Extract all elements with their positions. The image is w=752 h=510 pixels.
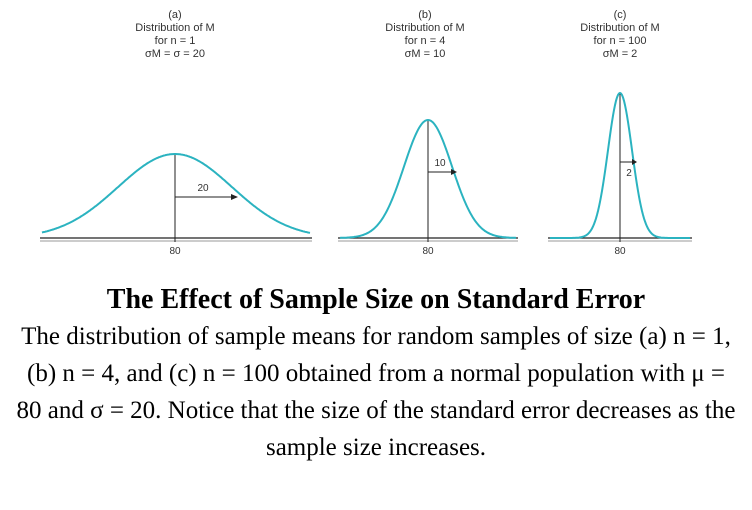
panel-c-title: Distribution of M <box>580 22 659 34</box>
caption-body: The distribution of sample means for ran… <box>16 323 736 461</box>
figure-caption: The Effect of Sample Size on Standard Er… <box>0 282 752 466</box>
panel-b-tick-label: 80 <box>422 246 434 257</box>
panel-c-letter: (c) <box>614 9 627 21</box>
panel-b-arrowhead <box>451 169 457 175</box>
panel-c: (c) Distribution of M for n = 100 σM = 2… <box>548 9 692 257</box>
panel-a-curve <box>41 153 311 234</box>
panel-b-sample-size: for n = 4 <box>405 35 446 47</box>
panel-c-se-label: 2 <box>626 168 632 179</box>
panel-a-title: Distribution of M <box>135 22 214 34</box>
panel-a-letter: (a) <box>168 9 181 21</box>
panel-b-standard-error: σM = 10 <box>405 48 446 60</box>
panel-c-tick-label: 80 <box>614 246 626 257</box>
panel-c-arrowhead <box>632 159 637 165</box>
panel-c-curve <box>550 91 690 239</box>
panel-b-curve <box>339 118 517 239</box>
panel-a-sample-size: for n = 1 <box>155 35 196 47</box>
panel-b: (b) Distribution of M for n = 4 σM = 10 … <box>338 9 518 257</box>
panel-a: (a) Distribution of M for n = 1 σM = σ =… <box>40 9 312 257</box>
panel-b-title: Distribution of M <box>385 22 464 34</box>
panel-a-tick-label: 80 <box>169 246 181 257</box>
panel-b-se-label: 10 <box>434 158 446 169</box>
sampling-distribution-figure: (a) Distribution of M for n = 1 σM = σ =… <box>40 9 692 257</box>
panel-b-letter: (b) <box>418 9 431 21</box>
panel-c-sample-size: for n = 100 <box>594 35 647 47</box>
panel-a-arrowhead <box>231 194 238 200</box>
panel-a-se-label: 20 <box>197 183 209 194</box>
panel-c-standard-error: σM = 2 <box>603 48 638 60</box>
caption-title: The Effect of Sample Size on Standard Er… <box>106 284 646 315</box>
panel-a-standard-error: σM = σ = 20 <box>145 48 205 60</box>
